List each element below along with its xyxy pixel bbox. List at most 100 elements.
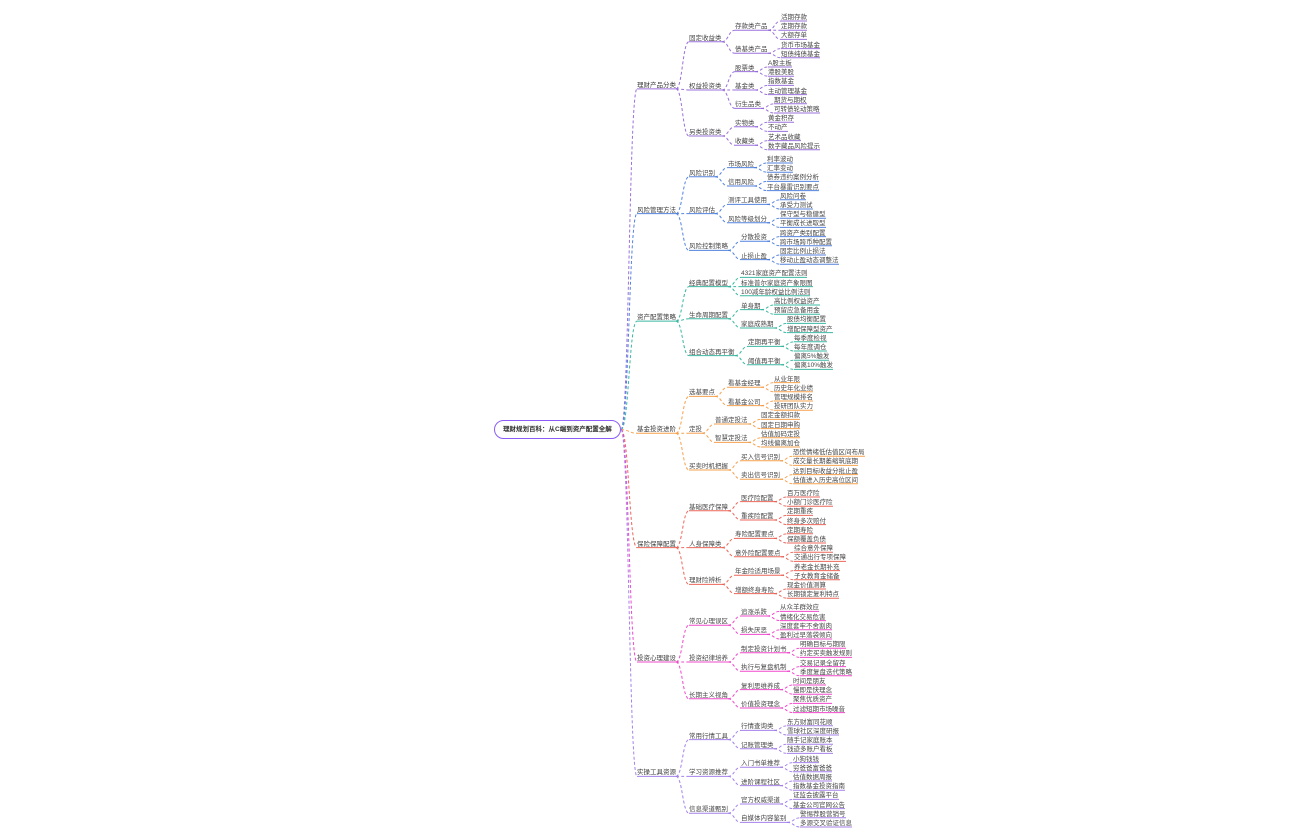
leaf-label[interactable]: 4321家庭资产配置法则 bbox=[741, 270, 808, 278]
node-label[interactable]: 行情查询类 bbox=[741, 723, 774, 731]
branch-label[interactable]: 资产配置策略 bbox=[637, 314, 676, 322]
leaf-label[interactable]: 投研团队实力 bbox=[774, 403, 813, 411]
node-label[interactable]: 固定收益类 bbox=[689, 34, 722, 42]
branch-label[interactable]: 保险保障配置 bbox=[637, 540, 676, 548]
leaf-label[interactable]: 增配保障型资产 bbox=[787, 325, 833, 333]
node-label[interactable]: 基金类 bbox=[735, 83, 755, 90]
leaf-label[interactable]: 主动管理基金 bbox=[768, 87, 807, 95]
node-label[interactable]: 收藏类 bbox=[735, 138, 755, 146]
leaf-label[interactable]: 风险问卷 bbox=[780, 192, 806, 200]
node-label[interactable]: 阈值再平衡 bbox=[748, 357, 781, 365]
leaf-label[interactable]: 大额存单 bbox=[781, 32, 807, 40]
leaf-label[interactable]: 移动止盈动态调整法 bbox=[780, 257, 839, 265]
leaf-label[interactable]: 平衡成长进取型 bbox=[780, 220, 826, 228]
node-label[interactable]: 官方权威渠道 bbox=[741, 797, 780, 804]
leaf-label[interactable]: 季度复盘迭代策略 bbox=[800, 668, 852, 676]
leaf-label[interactable]: 保额覆盖负债 bbox=[787, 536, 826, 543]
node-label[interactable]: 制定投资计划书 bbox=[741, 645, 787, 653]
leaf-label[interactable]: 不动产 bbox=[768, 124, 788, 132]
leaf-label[interactable]: 基金公司官网公告 bbox=[793, 801, 845, 809]
node-label[interactable]: 重疾险配置 bbox=[741, 513, 774, 520]
leaf-label[interactable]: 长期锁定复利特点 bbox=[787, 591, 839, 599]
node-label[interactable]: 自媒体内容鉴别 bbox=[741, 815, 787, 823]
node-label[interactable]: 生命周期配置 bbox=[689, 311, 728, 319]
leaf-label[interactable]: 固定比例止损法 bbox=[780, 248, 826, 255]
leaf-label[interactable]: 聚焦优质资产 bbox=[793, 696, 832, 704]
leaf-label[interactable]: 100减年龄权益比例法则 bbox=[741, 288, 811, 296]
leaf-label[interactable]: 管理规模排名 bbox=[774, 394, 813, 401]
leaf-label[interactable]: 指数基金 bbox=[768, 78, 794, 86]
node-label[interactable]: 普通定投法 bbox=[715, 417, 748, 424]
branch-label[interactable]: 风险管理方法 bbox=[637, 206, 676, 214]
leaf-label[interactable]: 跨市场跨币种配置 bbox=[780, 238, 832, 246]
leaf-label[interactable]: 恐慌情绪低估值区间布局 bbox=[793, 449, 865, 457]
leaf-label[interactable]: 时间是朋友 bbox=[793, 678, 826, 685]
node-label[interactable]: 看基金经理 bbox=[728, 380, 761, 388]
node-label[interactable]: 学习资源推荐 bbox=[689, 769, 728, 777]
leaf-label[interactable]: 盈利过早落袋倾向 bbox=[780, 632, 832, 639]
leaf-label[interactable]: 货币市场基金 bbox=[781, 41, 820, 49]
root-node[interactable]: 理财规划百科：从C端到资产配置全解 bbox=[494, 420, 621, 440]
leaf-label[interactable]: 港股美股 bbox=[768, 69, 794, 77]
node-label[interactable]: 测评工具使用 bbox=[728, 197, 767, 205]
leaf-label[interactable]: 固定日期申购 bbox=[761, 421, 800, 429]
leaf-label[interactable]: A股主板 bbox=[768, 60, 792, 67]
leaf-label[interactable]: 定期存款 bbox=[781, 23, 807, 31]
node-label[interactable]: 定投 bbox=[689, 426, 702, 434]
node-label[interactable]: 选基要点 bbox=[689, 389, 715, 397]
leaf-label[interactable]: 达到目标收益分批止盈 bbox=[793, 467, 858, 475]
node-label[interactable]: 债基类产品 bbox=[735, 46, 768, 54]
leaf-label[interactable]: 估值数据周报 bbox=[793, 774, 832, 781]
leaf-label[interactable]: 期货与期权 bbox=[774, 96, 807, 104]
node-label[interactable]: 医疗险配置 bbox=[741, 494, 774, 502]
node-label[interactable]: 执行与复盘机制 bbox=[741, 664, 787, 672]
leaf-label[interactable]: 定期寿险 bbox=[787, 526, 813, 534]
node-label[interactable]: 入门书单推荐 bbox=[741, 760, 780, 768]
branch-label[interactable]: 理财产品分类 bbox=[637, 81, 676, 89]
node-label[interactable]: 看基金公司 bbox=[728, 398, 761, 406]
node-label[interactable]: 定期再平衡 bbox=[748, 339, 781, 347]
node-label[interactable]: 风险评估 bbox=[689, 206, 715, 214]
node-label[interactable]: 意外险配置要点 bbox=[735, 549, 781, 557]
node-label[interactable]: 衍生品类 bbox=[735, 101, 761, 109]
node-label[interactable]: 家庭成熟期 bbox=[741, 321, 774, 328]
node-label[interactable]: 另类投资类 bbox=[689, 129, 722, 136]
leaf-label[interactable]: 子女教育金储备 bbox=[794, 572, 840, 580]
node-label[interactable]: 常见心理误区 bbox=[689, 618, 728, 626]
leaf-label[interactable]: 明确目标与期限 bbox=[800, 641, 846, 649]
node-label[interactable]: 风险识别 bbox=[689, 169, 715, 177]
node-label[interactable]: 权益投资类 bbox=[689, 83, 722, 90]
leaf-label[interactable]: 雪球社区深度研报 bbox=[787, 728, 839, 735]
node-label[interactable]: 分散投资 bbox=[741, 234, 767, 242]
node-label[interactable]: 单身期 bbox=[741, 302, 761, 310]
node-label[interactable]: 卖出信号识别 bbox=[741, 472, 780, 480]
leaf-label[interactable]: 利率波动 bbox=[767, 156, 793, 163]
leaf-label[interactable]: 交易记录全留存 bbox=[800, 659, 846, 667]
leaf-label[interactable]: 高比例权益资产 bbox=[774, 298, 820, 305]
leaf-label[interactable]: 指数基金投资指南 bbox=[793, 783, 845, 791]
leaf-label[interactable]: 小额门诊医疗险 bbox=[787, 499, 833, 507]
leaf-label[interactable]: 艺术品收藏 bbox=[768, 133, 801, 141]
node-label[interactable]: 常用行情工具 bbox=[689, 732, 728, 740]
leaf-label[interactable]: 现金价值测算 bbox=[787, 582, 826, 589]
leaf-label[interactable]: 多源交叉验证信息 bbox=[800, 820, 852, 827]
node-label[interactable]: 寿险配置要点 bbox=[735, 531, 774, 539]
node-label[interactable]: 损失厌恶 bbox=[741, 627, 767, 635]
node-label[interactable]: 价值投资理念 bbox=[741, 701, 780, 708]
leaf-label[interactable]: 每季度检视 bbox=[794, 334, 827, 342]
leaf-label[interactable]: 活期存款 bbox=[781, 14, 807, 21]
leaf-label[interactable]: 定期重疾 bbox=[787, 508, 813, 516]
leaf-label[interactable]: 成交量长期萎缩筑底期 bbox=[793, 458, 858, 466]
node-label[interactable]: 市场风险 bbox=[728, 160, 754, 168]
node-label[interactable]: 存款类产品 bbox=[735, 23, 768, 31]
node-label[interactable]: 年金险适用场景 bbox=[735, 568, 781, 576]
node-label[interactable]: 组合动态再平衡 bbox=[689, 348, 735, 356]
node-label[interactable]: 记账管理类 bbox=[741, 741, 774, 749]
node-label[interactable]: 实物类 bbox=[735, 119, 755, 127]
node-label[interactable]: 复利思维养成 bbox=[741, 682, 780, 690]
leaf-label[interactable]: 随手记家庭账本 bbox=[787, 737, 833, 745]
node-label[interactable]: 买卖时机把握 bbox=[689, 463, 728, 470]
leaf-label[interactable]: 养老金长期补充 bbox=[794, 563, 840, 571]
node-label[interactable]: 经典配置模型 bbox=[689, 279, 728, 287]
leaf-label[interactable]: 股债均衡配置 bbox=[787, 316, 826, 324]
